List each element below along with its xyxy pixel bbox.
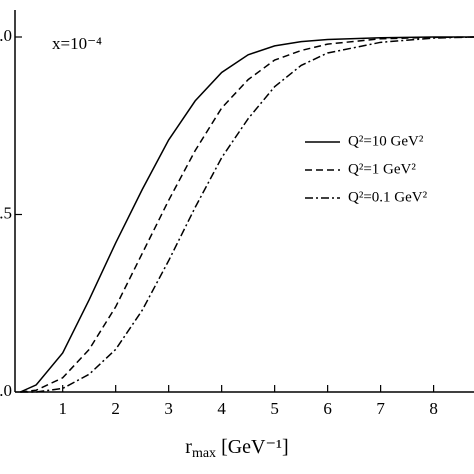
y-tick-label: 1.0 xyxy=(0,26,12,45)
legend-label: Q²=0.1 GeV² xyxy=(348,189,428,205)
y-tick-label: 0.5 xyxy=(0,203,12,222)
legend-label: Q²=1 GeV² xyxy=(348,161,416,177)
x-tick-label: 2 xyxy=(111,399,120,418)
annotation: x=10⁻⁴ xyxy=(52,34,102,53)
data-line xyxy=(20,36,474,393)
x-label-main: r xyxy=(185,436,192,458)
x-tick-label: 1 xyxy=(58,399,67,418)
x-tick-label: 7 xyxy=(376,399,385,418)
x-tick-label: 5 xyxy=(270,399,279,418)
data-line xyxy=(20,36,474,393)
x-label-rest: [GeV⁻¹] xyxy=(216,436,289,458)
legend-label: Q²=10 GeV² xyxy=(348,133,424,149)
x-tick-label: 3 xyxy=(164,399,173,418)
data-line xyxy=(19,36,474,393)
y-tick-label: 0.0 xyxy=(0,381,12,400)
x-label-sub: max xyxy=(192,446,216,461)
x-tick-label: 8 xyxy=(429,399,438,418)
x-tick-label: 4 xyxy=(217,399,226,418)
x-axis-label: rmax [GeV⁻¹] xyxy=(185,436,288,462)
x-tick-label: 6 xyxy=(323,399,332,418)
